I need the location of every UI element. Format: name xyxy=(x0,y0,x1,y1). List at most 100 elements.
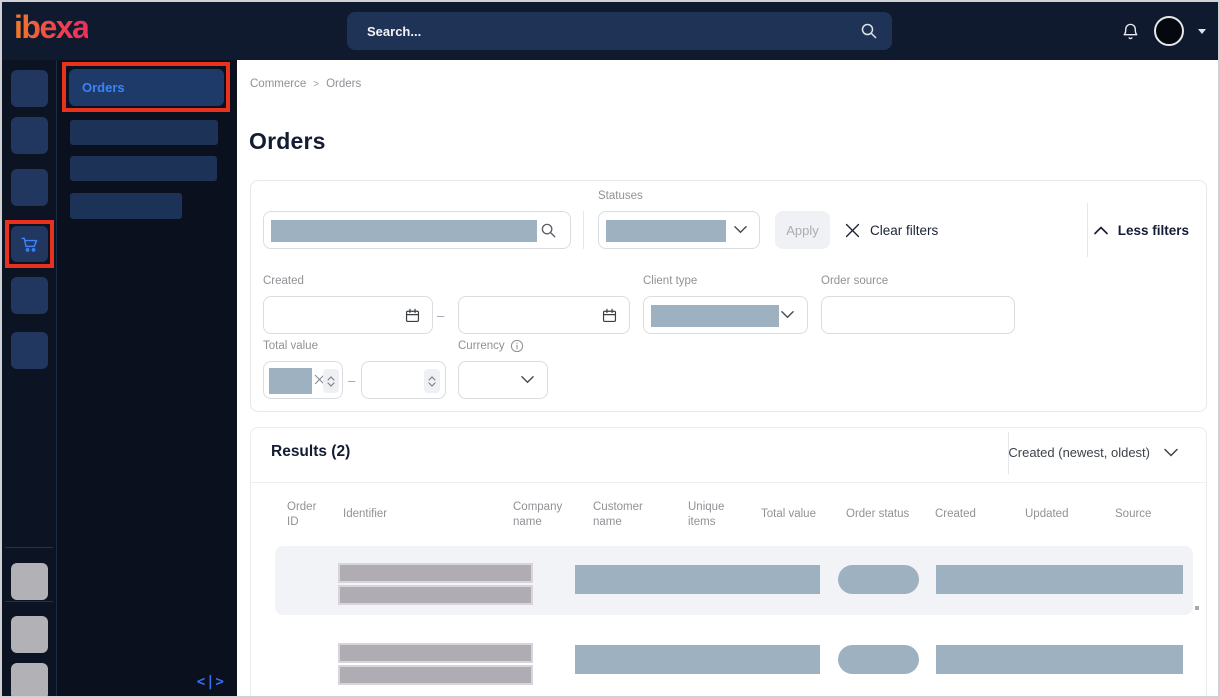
order-source-input[interactable] xyxy=(821,296,1015,334)
chevron-down-icon xyxy=(521,375,534,384)
topbar-right-controls xyxy=(1121,2,1206,60)
column-header-customer-name[interactable]: Customer name xyxy=(593,501,643,528)
dates-source-placeholder xyxy=(936,645,1183,674)
sidebar-item-placeholder-2[interactable] xyxy=(70,156,217,181)
clear-filters-button[interactable]: Clear filters xyxy=(845,211,938,249)
breadcrumb-separator: > xyxy=(313,78,320,90)
chevron-up-icon xyxy=(1093,225,1108,235)
value-range-separator: – xyxy=(348,372,356,388)
global-search-input[interactable]: Search... xyxy=(347,12,892,50)
column-header-order-id[interactable]: Order ID xyxy=(287,501,317,528)
sidebar-icon-placeholder-1[interactable] xyxy=(11,70,48,107)
sidebar-item-placeholder-3[interactable] xyxy=(70,193,182,219)
sidebar-icon-placeholder-5[interactable] xyxy=(11,332,48,369)
artifact-dot xyxy=(1195,606,1199,610)
sidebar-bottom-icon-placeholder-3[interactable] xyxy=(11,663,48,696)
table-row[interactable] xyxy=(275,626,1193,695)
filter-search-input[interactable] xyxy=(263,211,571,249)
chevron-down-icon xyxy=(734,225,747,234)
annotation-box-commerce-icon xyxy=(5,220,54,268)
column-header-updated[interactable]: Updated xyxy=(1025,508,1069,520)
sidebar-icon-placeholder-2[interactable] xyxy=(11,117,48,154)
column-header-created[interactable]: Created xyxy=(935,508,976,520)
order-source-label: Order source xyxy=(821,275,889,287)
results-title: Results (2) xyxy=(271,443,351,460)
table-row[interactable] xyxy=(275,546,1193,615)
column-header-identifier[interactable]: Identifier xyxy=(343,508,388,520)
chevron-down-icon xyxy=(1164,448,1178,457)
identifier-placeholder xyxy=(338,665,533,685)
less-filters-button[interactable]: Less filters xyxy=(1093,211,1189,249)
sidebar-item-placeholder-1[interactable] xyxy=(70,120,218,145)
filter-divider xyxy=(583,211,584,249)
number-stepper[interactable] xyxy=(424,369,440,393)
client-type-value-placeholder xyxy=(651,305,779,327)
sort-value: Created (newest, oldest) xyxy=(1008,444,1150,460)
filter-search-value-placeholder xyxy=(271,220,537,242)
column-header-order-status[interactable]: Order status xyxy=(846,508,910,520)
results-panel: Results (2) Created (newest, oldest) Ord… xyxy=(250,427,1207,696)
info-icon[interactable] xyxy=(510,339,524,353)
apply-button[interactable]: Apply xyxy=(775,211,830,249)
identifier-placeholder xyxy=(338,585,533,605)
order-status-badge-placeholder xyxy=(838,645,919,674)
created-label: Created xyxy=(263,275,304,287)
sidebar-icon-rail xyxy=(2,60,57,696)
currency-select[interactable] xyxy=(458,361,548,399)
column-header-source[interactable]: Source xyxy=(1115,508,1152,520)
client-type-select[interactable] xyxy=(643,296,808,334)
close-icon[interactable] xyxy=(314,374,325,385)
total-value-min-placeholder xyxy=(269,368,312,394)
total-value-min-input[interactable] xyxy=(263,361,343,399)
sidebar-bottom-icon-placeholder-2[interactable] xyxy=(11,616,48,653)
currency-label: Currency xyxy=(458,339,524,353)
total-value-label: Total value xyxy=(263,340,318,352)
identifier-placeholder xyxy=(338,563,533,583)
breadcrumb-orders[interactable]: Orders xyxy=(326,78,362,90)
shopping-cart-icon xyxy=(19,234,40,255)
ibexa-logo[interactable]: ibexa xyxy=(14,9,90,45)
sidebar-item-orders-label: Orders xyxy=(82,80,125,95)
sidebar-secondary-panel: Orders <|> xyxy=(57,60,237,696)
total-value-max-input[interactable] xyxy=(361,361,446,399)
user-avatar[interactable] xyxy=(1154,16,1184,46)
sidebar-icon-placeholder-4[interactable] xyxy=(11,277,48,314)
column-header-total-value[interactable]: Total value xyxy=(761,508,816,520)
app-body: Orders <|> Commerce > Orders Orders xyxy=(2,60,1218,696)
statuses-label: Statuses xyxy=(598,190,643,202)
sidebar-item-orders[interactable]: Orders xyxy=(69,69,224,106)
created-to-input[interactable] xyxy=(458,296,630,334)
currency-label-text: Currency xyxy=(458,340,505,352)
sidebar-icon-placeholder-3[interactable] xyxy=(11,169,48,206)
calendar-icon xyxy=(404,307,421,324)
calendar-icon xyxy=(601,307,618,324)
filter-divider xyxy=(1087,203,1088,257)
notifications-bell-icon[interactable] xyxy=(1121,22,1140,41)
statuses-select[interactable] xyxy=(598,211,760,249)
customer-data-placeholder xyxy=(575,645,820,674)
chevron-down-icon xyxy=(781,310,794,319)
created-from-input[interactable] xyxy=(263,296,433,334)
close-icon xyxy=(845,223,860,238)
page-title: Orders xyxy=(249,128,326,154)
sidebar-collapse-icon[interactable]: <|> xyxy=(196,674,225,690)
results-divider xyxy=(1008,432,1009,474)
column-header-company-name[interactable]: Company name xyxy=(513,501,563,528)
clear-filters-label: Clear filters xyxy=(870,222,939,238)
identifier-placeholder xyxy=(338,643,533,663)
breadcrumb-commerce[interactable]: Commerce xyxy=(250,78,307,90)
number-stepper[interactable] xyxy=(323,369,339,393)
client-type-label: Client type xyxy=(643,275,698,287)
date-range-separator: – xyxy=(437,307,445,323)
customer-data-placeholder xyxy=(575,565,820,594)
sidebar-bottom-icon-placeholder-1[interactable] xyxy=(11,563,48,600)
sidebar-item-commerce[interactable] xyxy=(11,226,48,262)
less-filters-label: Less filters xyxy=(1117,222,1189,238)
sort-dropdown[interactable]: Created (newest, oldest) xyxy=(1008,440,1178,464)
user-menu-caret-icon[interactable] xyxy=(1198,28,1206,34)
order-status-badge-placeholder xyxy=(838,565,919,594)
topbar: ibexa Search... xyxy=(2,2,1218,60)
column-header-unique-items[interactable]: Unique items xyxy=(688,501,725,528)
breadcrumb: Commerce > Orders xyxy=(250,78,361,90)
